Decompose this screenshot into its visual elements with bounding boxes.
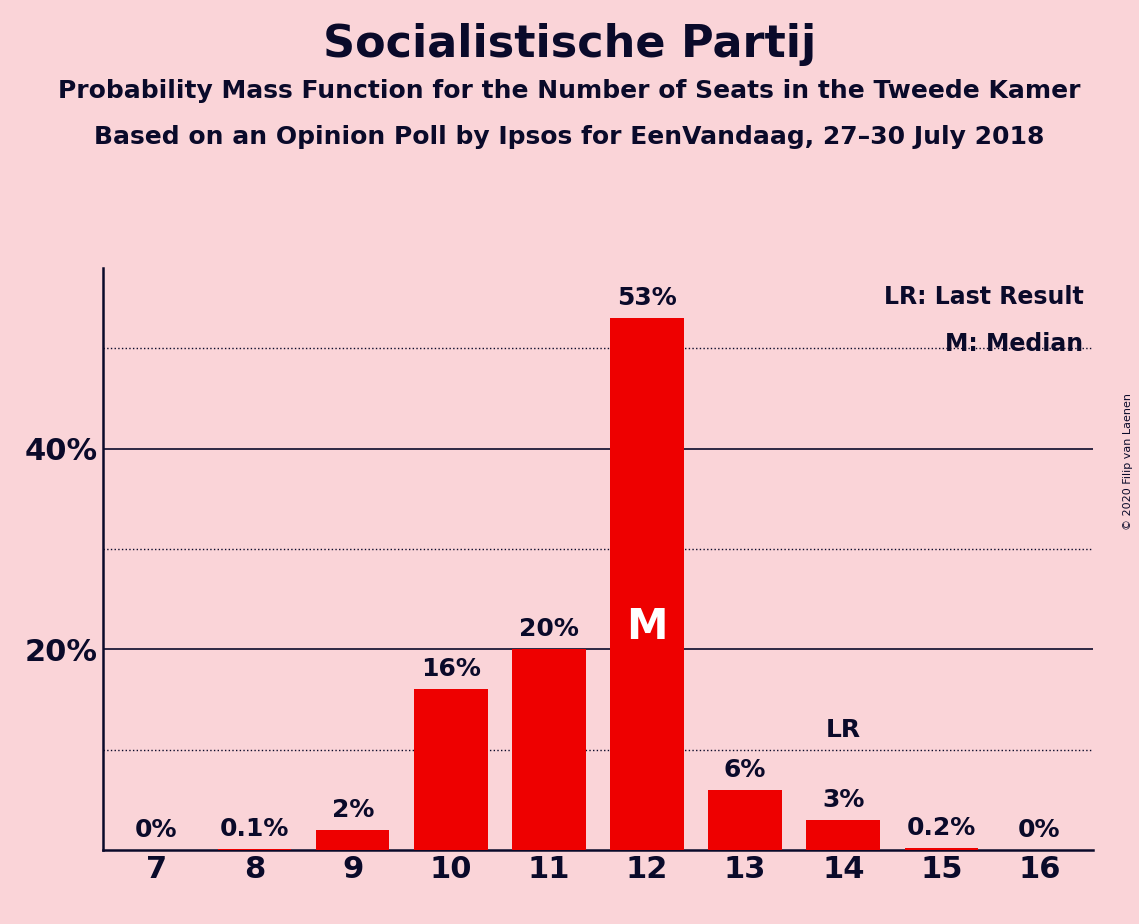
Text: © 2020 Filip van Laenen: © 2020 Filip van Laenen [1123,394,1133,530]
Text: 0%: 0% [136,818,178,842]
Text: 16%: 16% [421,658,481,682]
Bar [413,689,487,850]
Text: Socialistische Partij: Socialistische Partij [322,23,817,67]
Text: LR: LR [826,718,861,742]
Text: LR: Last Result: LR: Last Result [884,286,1083,310]
Text: M: Median: M: Median [945,332,1083,356]
Text: M: M [626,605,667,648]
Text: 2%: 2% [331,798,374,822]
Bar [218,849,292,850]
Bar [611,318,683,850]
Bar [904,848,978,850]
Text: 0%: 0% [1018,818,1060,842]
Bar [316,830,390,850]
Text: 6%: 6% [724,758,767,782]
Text: 20%: 20% [519,617,579,641]
Bar [513,650,585,850]
Text: Based on an Opinion Poll by Ipsos for EenVandaag, 27–30 July 2018: Based on an Opinion Poll by Ipsos for Ee… [95,125,1044,149]
Text: 0.1%: 0.1% [220,817,289,841]
Text: Probability Mass Function for the Number of Seats in the Tweede Kamer: Probability Mass Function for the Number… [58,79,1081,103]
Bar [708,790,782,850]
Text: 53%: 53% [617,286,677,310]
Text: 3%: 3% [822,788,865,812]
Bar [806,820,880,850]
Text: 0.2%: 0.2% [907,816,976,840]
